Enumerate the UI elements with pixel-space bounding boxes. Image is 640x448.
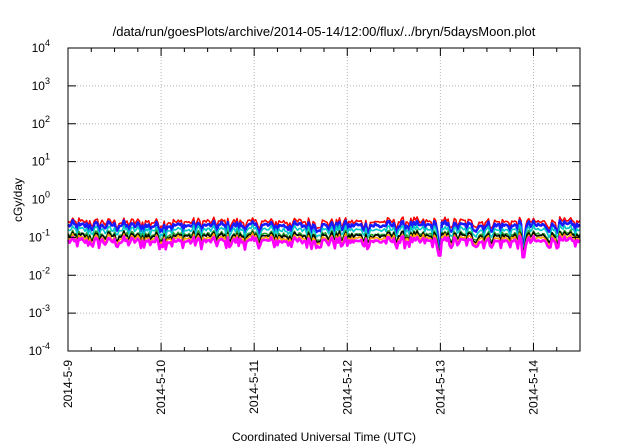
x-axis-ticks: 2014-5-9 2014-5-10 2014-5-11 2014-5-12 2014-… <box>61 48 558 415</box>
flux-series-line <box>67 218 581 249</box>
y-tick-label: 10-2 <box>29 265 50 282</box>
y-tick-label: 104 <box>32 38 50 55</box>
x-tick-label: 2014-5-10 <box>154 360 168 415</box>
data-series <box>66 216 582 259</box>
x-tick-label: 2014-5-9 <box>61 360 75 408</box>
x-tick-label: 2014-5-12 <box>340 360 354 415</box>
flux-series-line <box>67 223 581 250</box>
grid-lines <box>68 48 580 351</box>
y-tick-label: 103 <box>32 76 50 93</box>
flux-series-line <box>66 234 582 259</box>
y-tick-label: 102 <box>32 114 50 131</box>
x-axis-label: Coordinated Universal Time (UTC) <box>232 430 416 444</box>
x-tick-label: 2014-5-14 <box>526 360 540 415</box>
flux-series-line <box>67 230 581 252</box>
flux-series-line <box>67 232 581 254</box>
y-tick-label: 10-4 <box>29 341 50 358</box>
x-tick-label: 2014-5-11 <box>247 360 261 414</box>
y-tick-label: 10-1 <box>29 227 50 244</box>
chart-title: /data/run/goesPlots/archive/2014-05-14/1… <box>113 24 536 39</box>
y-tick-label: 10-3 <box>29 303 50 320</box>
flux-series-line <box>67 216 581 247</box>
y-axis-ticks: 10-4 10-3 10-2 10-1 100 101 102 103 104 <box>29 38 580 358</box>
flux-series-line <box>67 228 581 252</box>
y-tick-label: 100 <box>32 190 50 207</box>
y-axis-label: cGy/day <box>11 178 25 222</box>
y-tick-label: 101 <box>32 152 50 169</box>
x-tick-label: 2014-5-13 <box>433 360 447 415</box>
